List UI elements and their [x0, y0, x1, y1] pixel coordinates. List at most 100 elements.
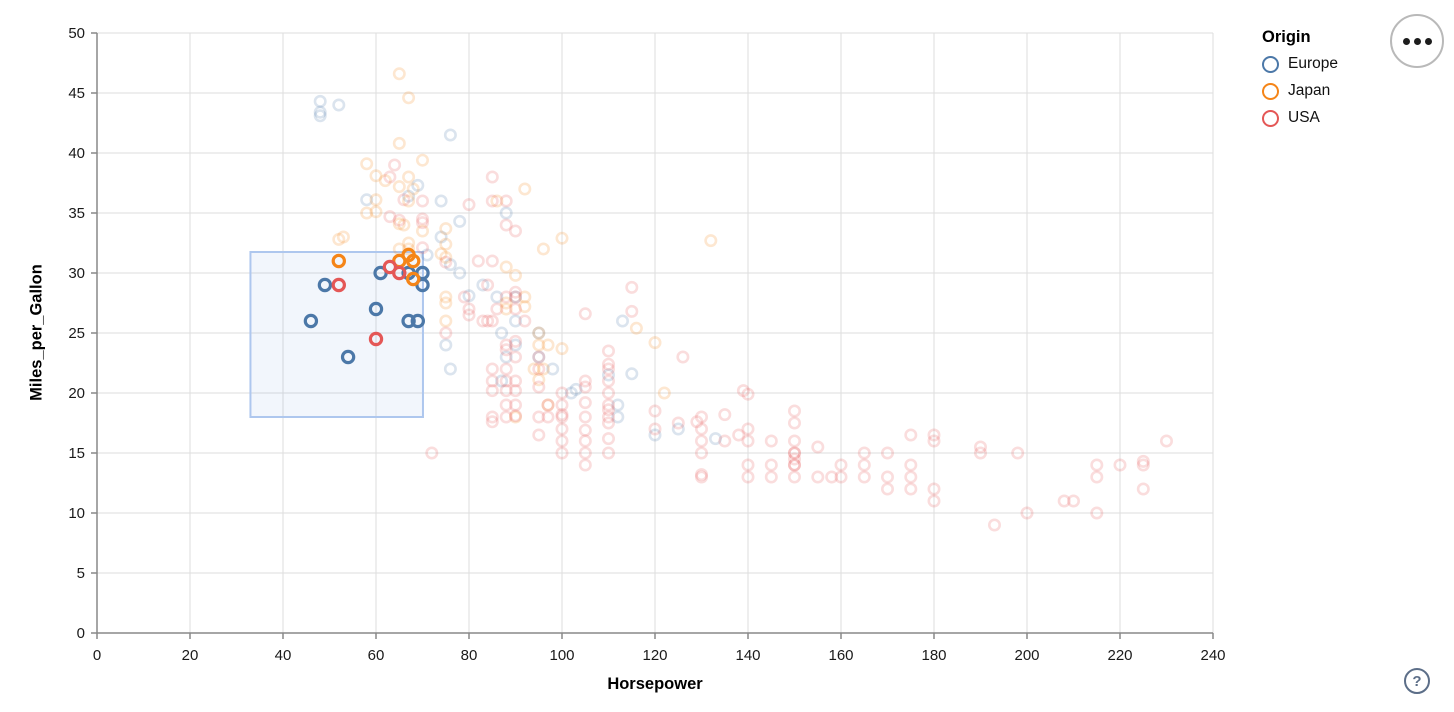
- data-point[interactable]: [787, 404, 801, 418]
- data-point[interactable]: [392, 213, 406, 227]
- data-point[interactable]: [825, 470, 839, 484]
- data-point[interactable]: [518, 182, 532, 196]
- data-point[interactable]: [601, 357, 615, 371]
- data-point[interactable]: [383, 170, 397, 184]
- data-point[interactable]: [694, 470, 708, 484]
- data-point[interactable]: [508, 268, 522, 282]
- data-point[interactable]: [476, 314, 490, 328]
- data-point[interactable]: [555, 410, 569, 424]
- data-point[interactable]: [1011, 446, 1025, 460]
- data-point[interactable]: [485, 362, 499, 376]
- data-point[interactable]: [532, 326, 546, 340]
- data-point[interactable]: [439, 296, 453, 310]
- data-point[interactable]: [410, 313, 425, 329]
- data-point[interactable]: [541, 398, 555, 412]
- data-point[interactable]: [499, 384, 513, 398]
- data-point[interactable]: [499, 206, 513, 220]
- data-point[interactable]: [499, 302, 513, 316]
- data-point[interactable]: [578, 374, 592, 388]
- data-point[interactable]: [313, 109, 327, 123]
- data-point[interactable]: [490, 302, 504, 316]
- data-point[interactable]: [741, 387, 755, 401]
- data-point[interactable]: [787, 458, 801, 472]
- data-point[interactable]: [834, 470, 848, 484]
- data-point[interactable]: [462, 198, 476, 212]
- data-point[interactable]: [490, 290, 504, 304]
- data-point[interactable]: [439, 237, 453, 251]
- data-point[interactable]: [402, 170, 416, 184]
- data-point[interactable]: [601, 416, 615, 430]
- data-point[interactable]: [508, 224, 522, 238]
- data-point[interactable]: [508, 338, 522, 352]
- data-point[interactable]: [360, 206, 374, 220]
- data-point[interactable]: [508, 410, 522, 424]
- data-point[interactable]: [629, 321, 643, 335]
- data-point[interactable]: [904, 470, 918, 484]
- data-point[interactable]: [402, 189, 416, 203]
- data-point[interactable]: [532, 410, 546, 424]
- data-point[interactable]: [485, 194, 499, 208]
- data-point[interactable]: [787, 416, 801, 430]
- data-point[interactable]: [481, 314, 495, 328]
- data-point[interactable]: [411, 178, 425, 192]
- data-point[interactable]: [490, 194, 504, 208]
- data-point[interactable]: [453, 266, 467, 280]
- help-button[interactable]: ?: [1404, 668, 1430, 694]
- data-point[interactable]: [601, 398, 615, 412]
- data-point[interactable]: [648, 336, 662, 350]
- data-point[interactable]: [927, 428, 941, 442]
- data-point[interactable]: [340, 349, 356, 365]
- data-point[interactable]: [415, 153, 429, 167]
- data-point[interactable]: [787, 446, 801, 460]
- data-point[interactable]: [555, 398, 569, 412]
- data-point[interactable]: [402, 242, 416, 256]
- data-point[interactable]: [694, 422, 708, 436]
- data-point[interactable]: [732, 428, 746, 442]
- data-point[interactable]: [1067, 494, 1081, 508]
- data-point[interactable]: [1090, 470, 1104, 484]
- data-point[interactable]: [1090, 506, 1104, 520]
- data-point[interactable]: [564, 386, 578, 400]
- data-point[interactable]: [741, 434, 755, 448]
- data-point[interactable]: [439, 314, 453, 328]
- data-point[interactable]: [880, 446, 894, 460]
- data-point[interactable]: [485, 170, 499, 184]
- data-point[interactable]: [694, 446, 708, 460]
- data-point[interactable]: [532, 338, 546, 352]
- data-point[interactable]: [378, 174, 392, 188]
- data-point[interactable]: [532, 428, 546, 442]
- data-point[interactable]: [857, 458, 871, 472]
- data-point[interactable]: [555, 434, 569, 448]
- data-point[interactable]: [611, 398, 625, 412]
- data-point[interactable]: [457, 290, 471, 304]
- data-point[interactable]: [508, 384, 522, 398]
- data-point[interactable]: [904, 458, 918, 472]
- data-point[interactable]: [360, 157, 374, 171]
- data-point[interactable]: [495, 374, 509, 388]
- data-point[interactable]: [578, 446, 592, 460]
- data-point[interactable]: [499, 362, 513, 376]
- data-point[interactable]: [718, 408, 732, 422]
- data-point[interactable]: [303, 313, 319, 329]
- data-point[interactable]: [555, 446, 569, 460]
- data-point[interactable]: [495, 326, 509, 340]
- data-point[interactable]: [1090, 458, 1104, 472]
- data-point[interactable]: [481, 278, 495, 292]
- data-point[interactable]: [383, 210, 397, 224]
- data-point[interactable]: [578, 410, 592, 424]
- data-point[interactable]: [508, 374, 522, 388]
- data-point[interactable]: [317, 277, 333, 293]
- data-point[interactable]: [360, 193, 374, 207]
- data-point[interactable]: [694, 468, 708, 482]
- data-point[interactable]: [764, 434, 778, 448]
- data-point[interactable]: [904, 428, 918, 442]
- data-point[interactable]: [532, 380, 546, 394]
- data-point[interactable]: [499, 398, 513, 412]
- data-point[interactable]: [601, 432, 615, 446]
- data-point[interactable]: [499, 194, 513, 208]
- data-point[interactable]: [471, 254, 485, 268]
- data-point[interactable]: [694, 410, 708, 424]
- data-point[interactable]: [508, 285, 522, 299]
- data-point[interactable]: [336, 230, 350, 244]
